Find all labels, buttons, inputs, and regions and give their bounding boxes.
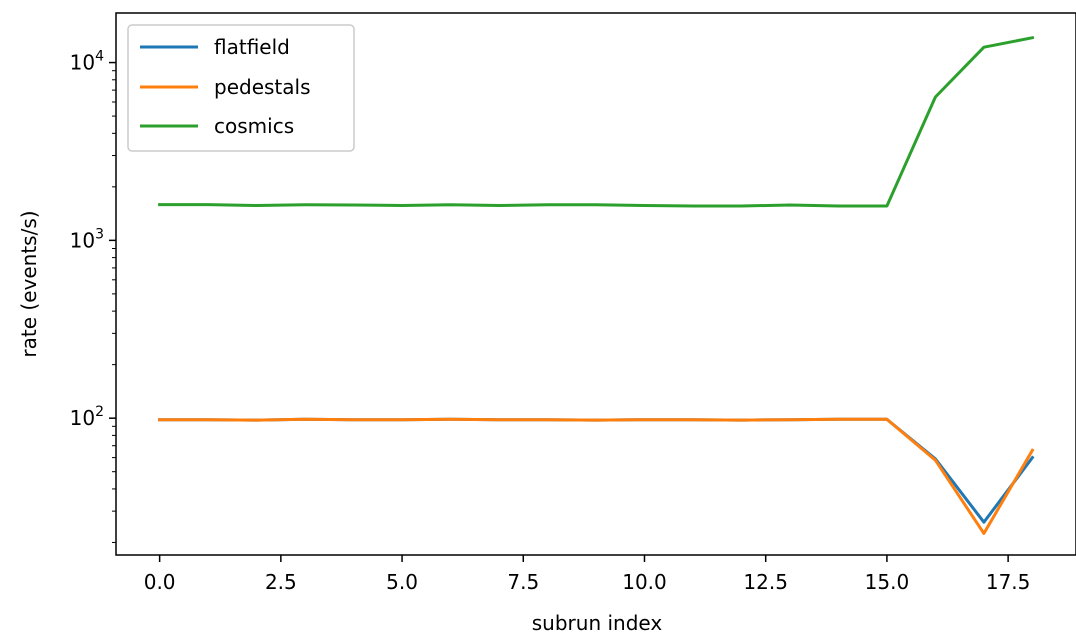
x-tick-label: 0.0 <box>144 570 176 594</box>
x-tick-label: 15.0 <box>865 570 910 594</box>
y-axis-ticks: 102 103 104 <box>70 49 116 543</box>
y-tick-label: 102 <box>70 404 104 430</box>
x-tick-label: 7.5 <box>507 570 539 594</box>
legend-label-flatfield: flatfield <box>214 35 290 59</box>
x-tick-label: 17.5 <box>986 570 1031 594</box>
plot-frame <box>115 12 1076 556</box>
y-tick-label: 103 <box>70 226 104 252</box>
x-axis-ticks: 0.0 2.5 5.0 7.5 10.0 12.5 15.0 17.5 <box>144 555 1031 594</box>
plot-area <box>158 35 1035 535</box>
x-axis-label: subrun index <box>532 611 663 635</box>
series-line-cosmics <box>158 35 1035 208</box>
y-axis-label: rate (events/s) <box>17 210 41 357</box>
x-tick-label: 10.0 <box>622 570 667 594</box>
legend-label-pedestals: pedestals <box>214 75 311 99</box>
x-tick-label: 12.5 <box>743 570 788 594</box>
x-tick-label: 5.0 <box>386 570 418 594</box>
series-line-pedestals <box>158 417 1035 535</box>
y-tick-label: 104 <box>70 49 104 75</box>
x-tick-label: 2.5 <box>265 570 297 594</box>
legend-label-cosmics: cosmics <box>214 114 294 138</box>
legend-box <box>127 24 355 152</box>
legend: flatfield pedestals cosmics <box>127 24 355 152</box>
